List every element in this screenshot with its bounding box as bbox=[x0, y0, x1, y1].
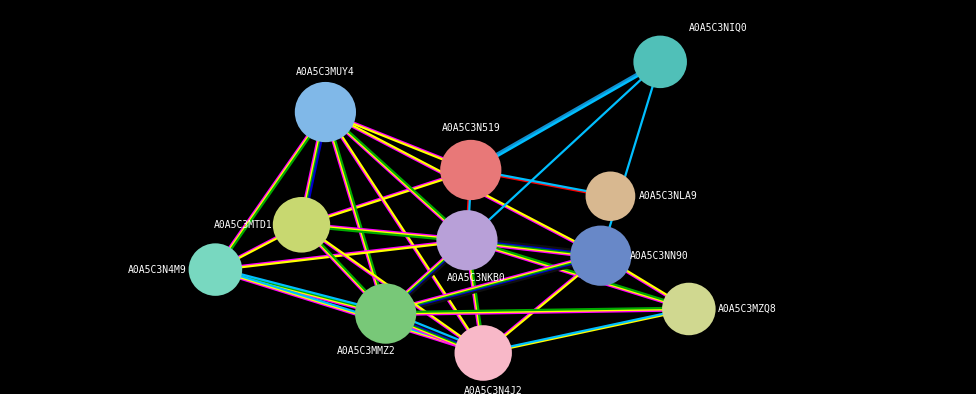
Text: A0A5C3NLA9: A0A5C3NLA9 bbox=[639, 191, 698, 201]
Text: A0A5C3MTD1: A0A5C3MTD1 bbox=[214, 220, 273, 230]
Ellipse shape bbox=[188, 243, 242, 296]
Text: A0A5C3N519: A0A5C3N519 bbox=[441, 123, 500, 133]
Text: A0A5C3NN90: A0A5C3NN90 bbox=[630, 251, 688, 261]
Ellipse shape bbox=[570, 226, 631, 286]
Ellipse shape bbox=[662, 283, 715, 335]
Ellipse shape bbox=[355, 284, 417, 344]
Text: A0A5C3NIQ0: A0A5C3NIQ0 bbox=[689, 23, 748, 33]
Ellipse shape bbox=[586, 171, 635, 221]
Text: A0A5C3N4J2: A0A5C3N4J2 bbox=[464, 386, 522, 394]
Ellipse shape bbox=[440, 140, 502, 200]
Ellipse shape bbox=[455, 325, 512, 381]
Text: A0A5C3N4M9: A0A5C3N4M9 bbox=[128, 265, 186, 275]
Ellipse shape bbox=[295, 82, 356, 142]
Text: A0A5C3MZQ8: A0A5C3MZQ8 bbox=[717, 304, 776, 314]
Ellipse shape bbox=[273, 197, 330, 253]
Text: A0A5C3MUY4: A0A5C3MUY4 bbox=[296, 67, 354, 77]
Text: A0A5C3NKB0: A0A5C3NKB0 bbox=[447, 273, 506, 283]
Ellipse shape bbox=[633, 35, 687, 88]
Ellipse shape bbox=[436, 210, 498, 270]
Text: A0A5C3MMZ2: A0A5C3MMZ2 bbox=[337, 346, 396, 357]
